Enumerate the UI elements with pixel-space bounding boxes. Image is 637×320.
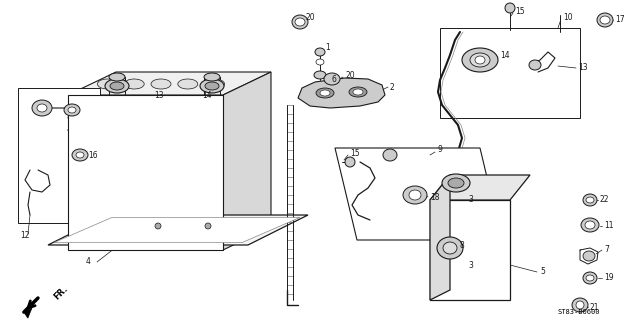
Text: 4: 4 xyxy=(86,258,91,267)
Text: 13: 13 xyxy=(154,92,164,100)
Text: 15: 15 xyxy=(350,148,360,157)
Text: 1: 1 xyxy=(325,43,330,52)
Ellipse shape xyxy=(110,82,124,90)
Ellipse shape xyxy=(597,13,613,27)
Text: 2: 2 xyxy=(390,83,395,92)
Ellipse shape xyxy=(600,16,610,24)
Ellipse shape xyxy=(383,149,397,161)
Text: 11: 11 xyxy=(604,221,613,230)
Ellipse shape xyxy=(437,237,463,259)
Ellipse shape xyxy=(448,178,464,188)
Text: 3: 3 xyxy=(468,196,473,204)
Polygon shape xyxy=(430,175,530,200)
Polygon shape xyxy=(54,217,300,243)
Polygon shape xyxy=(24,308,32,318)
Ellipse shape xyxy=(32,100,52,116)
Ellipse shape xyxy=(64,104,80,116)
Ellipse shape xyxy=(204,79,225,89)
Ellipse shape xyxy=(315,48,325,56)
Text: FR.: FR. xyxy=(52,284,69,302)
Ellipse shape xyxy=(581,218,599,232)
Ellipse shape xyxy=(583,251,595,261)
Text: 6: 6 xyxy=(332,75,337,84)
Ellipse shape xyxy=(583,272,597,284)
Text: 15: 15 xyxy=(515,6,525,15)
Text: 17: 17 xyxy=(615,15,625,25)
Ellipse shape xyxy=(462,48,498,72)
Ellipse shape xyxy=(585,221,595,229)
Ellipse shape xyxy=(505,3,515,13)
Ellipse shape xyxy=(178,79,198,89)
Text: 10: 10 xyxy=(563,13,573,22)
Ellipse shape xyxy=(204,73,220,81)
Ellipse shape xyxy=(443,242,457,254)
Ellipse shape xyxy=(109,73,125,81)
Ellipse shape xyxy=(316,59,324,65)
Text: 14: 14 xyxy=(500,51,510,60)
Ellipse shape xyxy=(155,223,161,229)
Bar xyxy=(440,28,580,118)
Polygon shape xyxy=(335,148,502,240)
Ellipse shape xyxy=(583,194,597,206)
Ellipse shape xyxy=(68,107,76,113)
Ellipse shape xyxy=(576,301,584,309)
Text: 5: 5 xyxy=(540,268,545,276)
Text: 19: 19 xyxy=(604,274,613,283)
Ellipse shape xyxy=(529,60,541,70)
Ellipse shape xyxy=(292,15,308,29)
Ellipse shape xyxy=(314,71,326,79)
Ellipse shape xyxy=(105,79,129,93)
Ellipse shape xyxy=(151,79,171,89)
Ellipse shape xyxy=(200,79,224,93)
Ellipse shape xyxy=(205,82,219,90)
Text: 8: 8 xyxy=(460,241,465,250)
Text: 9: 9 xyxy=(437,146,442,155)
Text: ST83-B0600: ST83-B0600 xyxy=(557,309,600,315)
Text: 3: 3 xyxy=(468,260,473,269)
Ellipse shape xyxy=(349,87,367,97)
Polygon shape xyxy=(430,175,450,300)
Ellipse shape xyxy=(475,56,485,64)
Polygon shape xyxy=(430,200,510,300)
Text: 12: 12 xyxy=(20,230,29,239)
Ellipse shape xyxy=(442,174,470,192)
Ellipse shape xyxy=(353,89,363,95)
Ellipse shape xyxy=(72,149,88,161)
Text: 20: 20 xyxy=(345,70,355,79)
Ellipse shape xyxy=(205,223,211,229)
Text: 16: 16 xyxy=(88,150,97,159)
Ellipse shape xyxy=(470,53,490,67)
Ellipse shape xyxy=(316,88,334,98)
Ellipse shape xyxy=(76,152,84,158)
Polygon shape xyxy=(48,215,308,245)
Text: 7: 7 xyxy=(604,245,609,254)
Ellipse shape xyxy=(320,90,330,96)
Ellipse shape xyxy=(572,298,588,312)
Text: 20: 20 xyxy=(305,13,315,22)
Bar xyxy=(68,95,223,250)
Polygon shape xyxy=(298,78,385,108)
Text: 21: 21 xyxy=(590,302,599,311)
Polygon shape xyxy=(223,72,271,250)
Ellipse shape xyxy=(324,73,340,85)
Ellipse shape xyxy=(37,104,47,112)
Text: 14: 14 xyxy=(202,92,211,100)
Text: 18: 18 xyxy=(430,193,440,202)
Ellipse shape xyxy=(97,79,117,89)
Text: 13: 13 xyxy=(578,63,587,73)
Ellipse shape xyxy=(295,18,305,26)
Ellipse shape xyxy=(124,79,144,89)
Text: 22: 22 xyxy=(600,196,610,204)
Bar xyxy=(18,88,100,223)
Ellipse shape xyxy=(403,186,427,204)
Polygon shape xyxy=(68,72,271,95)
Ellipse shape xyxy=(345,157,355,167)
Ellipse shape xyxy=(409,190,421,200)
Ellipse shape xyxy=(586,197,594,203)
Ellipse shape xyxy=(586,275,594,281)
